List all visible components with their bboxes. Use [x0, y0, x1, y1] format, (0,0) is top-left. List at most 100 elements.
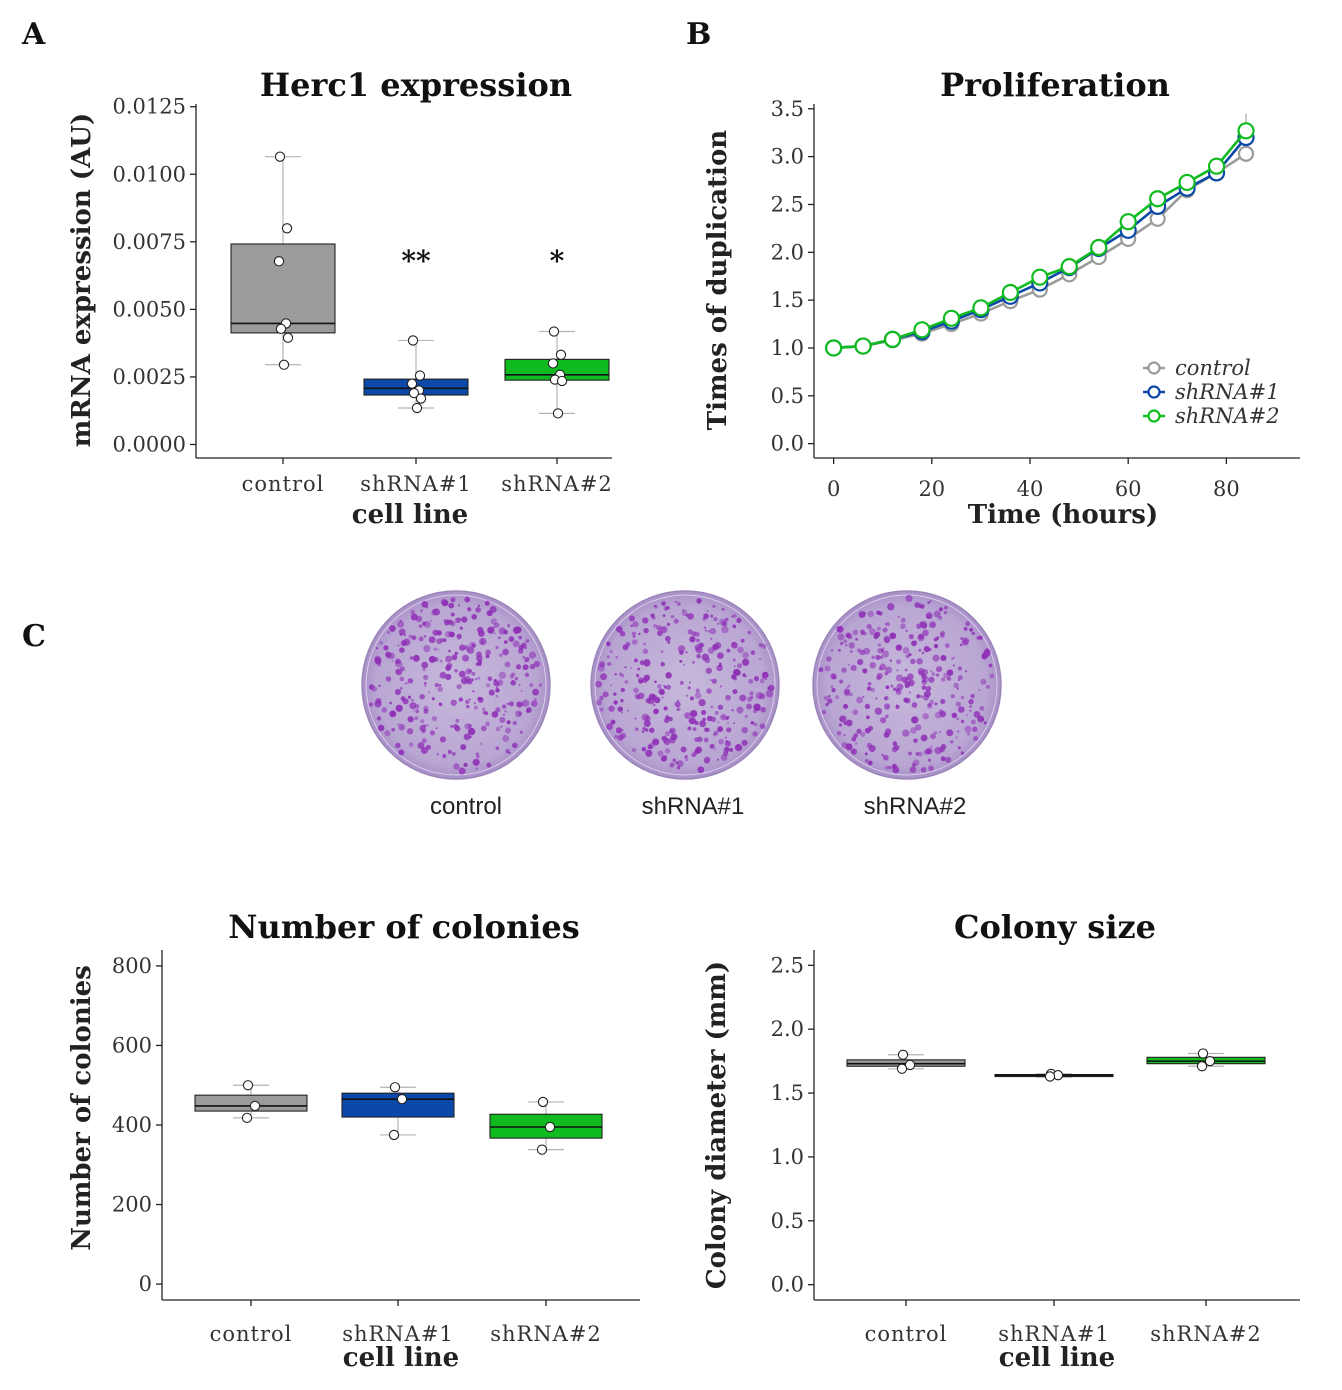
- colony-spot: [504, 640, 507, 644]
- colony-spot: [879, 655, 884, 660]
- y-tick-label: 0.0: [771, 432, 804, 456]
- colony-spot: [450, 612, 455, 617]
- colony-spot: [410, 613, 418, 621]
- colony-spot: [973, 736, 979, 741]
- colony-spot: [485, 649, 491, 656]
- colony-spot: [988, 663, 993, 668]
- colony-spot: [635, 673, 640, 678]
- data-point: [249, 1100, 261, 1112]
- colony-spot: [843, 639, 848, 644]
- colony-spot: [926, 749, 932, 755]
- colony-spot: [451, 752, 456, 756]
- colony-spot: [945, 756, 952, 763]
- colony-spot: [709, 679, 712, 682]
- colony-spot: [970, 719, 976, 725]
- y-tick-label: 400: [112, 1113, 152, 1137]
- colony-spot: [667, 640, 671, 644]
- colony-spot: [649, 727, 655, 734]
- colony-spot: [624, 680, 629, 684]
- panel-letter-b: B: [686, 17, 711, 52]
- colony-spot: [637, 667, 641, 671]
- colony-spot: [862, 695, 865, 698]
- colony-spot: [694, 737, 699, 742]
- colony-spot: [471, 614, 477, 620]
- colony-spot: [368, 684, 375, 690]
- colony-spot: [492, 625, 496, 629]
- colony-spot: [484, 711, 489, 716]
- colony-spot: [454, 725, 461, 732]
- y-axis-title: Colony diameter (mm): [702, 961, 732, 1289]
- colony-spot: [409, 656, 414, 660]
- proliferation-chart: Proliferation 0.0 0.5 1.0 1.5 2.0 2.5 3.0 3.5 0 20…: [703, 66, 1300, 530]
- colony-spot: [419, 694, 425, 700]
- colony-spot: [606, 655, 610, 659]
- colony-spot: [896, 669, 899, 672]
- data-point: [242, 1080, 254, 1091]
- colony-spot: [660, 650, 664, 654]
- colony-spot: [694, 692, 702, 699]
- data-point: [536, 1144, 548, 1155]
- y-tick-label: 1.5: [771, 1081, 804, 1105]
- colony-spot: [703, 737, 709, 743]
- colony-spot: [444, 620, 450, 626]
- colony-spot: [946, 676, 952, 681]
- x-tick-label: shRNA#2: [490, 1322, 602, 1346]
- colony-spot: [394, 688, 401, 696]
- colony-spot: [758, 643, 763, 647]
- colony-spot: [477, 626, 484, 634]
- colony-spot: [965, 621, 970, 627]
- colony-spot: [831, 688, 836, 693]
- series-point-shRNA2: [1001, 283, 1019, 302]
- colony-spot: [696, 598, 702, 604]
- colony-spot: [475, 767, 478, 770]
- colony-spot: [724, 617, 729, 622]
- colony-spot: [652, 703, 656, 707]
- colony-spot: [634, 693, 641, 699]
- colony-spot: [628, 615, 635, 622]
- colony-spot: [717, 726, 724, 732]
- y-tick-label: 2.5: [771, 192, 804, 216]
- colony-spot: [384, 730, 391, 737]
- colony-spot: [399, 647, 405, 653]
- colony-spot: [830, 685, 834, 689]
- colony-spot: [609, 650, 613, 653]
- colony-spot: [406, 728, 414, 735]
- colony-spot: [643, 642, 647, 646]
- colony-spot: [857, 661, 861, 665]
- colony-spot: [733, 665, 736, 668]
- colony-spot: [868, 628, 876, 636]
- colony-spot: [538, 683, 543, 687]
- colony-spot: [731, 642, 736, 646]
- colony-spot: [493, 623, 496, 626]
- colony-spot: [733, 722, 736, 725]
- colony-spot: [717, 652, 724, 659]
- colony-spot: [717, 704, 724, 710]
- colony-spot: [687, 686, 691, 690]
- colony-spot: [714, 710, 719, 715]
- colony-spot: [495, 746, 500, 751]
- y-tick-label: 0.0: [771, 1273, 804, 1297]
- stained-colonies: [368, 596, 543, 775]
- colony-spot: [876, 626, 882, 631]
- colony-spot: [420, 609, 423, 613]
- colony-spot: [695, 688, 700, 693]
- colony-spot: [684, 712, 691, 719]
- colony-spot: [726, 727, 732, 733]
- colony-spot: [606, 662, 611, 666]
- data-point: [544, 1121, 556, 1133]
- colony-spot: [448, 602, 455, 609]
- colony-spot: [477, 604, 481, 608]
- colony-spot: [477, 659, 483, 665]
- colony-spot: [631, 639, 638, 645]
- colony-spot: [906, 673, 914, 681]
- colony-spot: [946, 669, 954, 676]
- colony-spot: [964, 670, 968, 673]
- colony-spot: [669, 762, 675, 768]
- colony-spot: [717, 758, 720, 761]
- colony-spot: [645, 749, 653, 757]
- colony-plate-2: shRNA#1: [590, 590, 780, 820]
- colony-spot: [661, 601, 667, 606]
- legend-label: shRNA#2: [1175, 404, 1280, 428]
- legend-swatch-marker: [1147, 409, 1161, 423]
- colony-spot: [654, 680, 657, 683]
